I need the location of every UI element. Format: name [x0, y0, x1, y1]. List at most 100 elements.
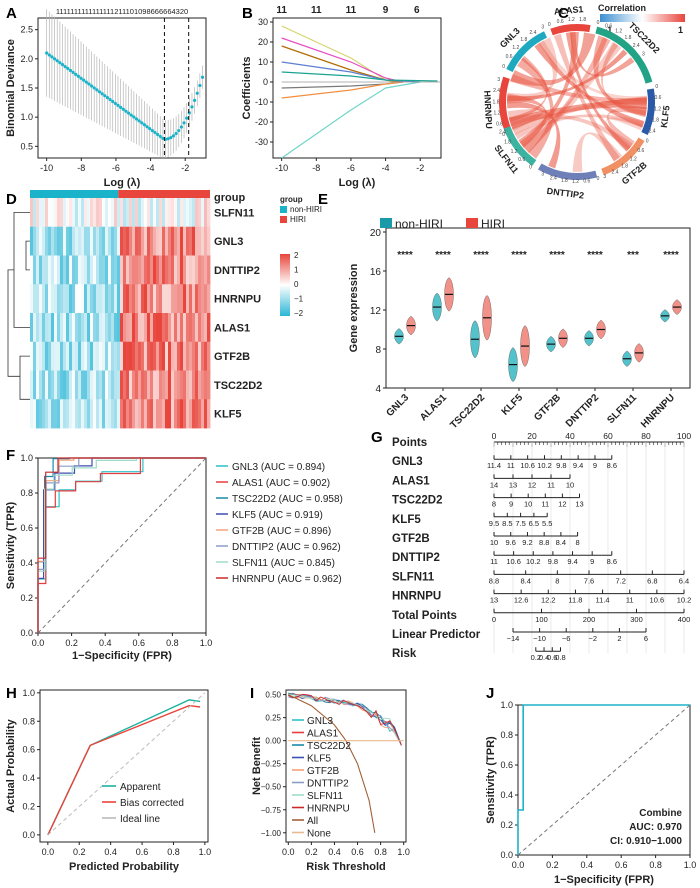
panel-d-heat-cell	[57, 198, 61, 228]
panel-h-xtick-label: 1.0	[199, 847, 212, 857]
panel-a-point	[132, 115, 136, 119]
panel-d-heat-cell	[156, 370, 160, 400]
panel-d-heat-cell	[99, 255, 103, 285]
panel-g-axis-label: 8.4	[556, 538, 566, 547]
panel-b-ytick-label: -30	[255, 137, 268, 147]
panel-d-heat-cell	[189, 198, 193, 228]
panel-i-legend-item: TSC22D2	[307, 741, 351, 752]
panel-d-heat-cell	[96, 255, 100, 285]
panel-d-heat-cell	[96, 226, 100, 256]
panel-d-heat-cell	[132, 284, 136, 314]
panel-b-series-line	[281, 61, 421, 83]
panel-d-row-label: GTF2B	[214, 351, 250, 363]
panel-d-heat-cell	[141, 341, 145, 371]
panel-d-heat-cell	[201, 399, 205, 429]
panel-i-frame	[285, 689, 407, 843]
panel-a-point	[195, 91, 199, 95]
panel-d-heat-cell	[105, 313, 109, 343]
panel-d-heat-cell	[147, 313, 151, 343]
panel-f-ytick-label: 0.0	[20, 628, 33, 638]
panel-d-heat-cell	[42, 313, 46, 343]
panel-g-axis-label: 12	[528, 480, 536, 489]
panel-h-line-2	[47, 692, 206, 836]
panel-d-heat-cell	[72, 284, 76, 314]
panel-d-heat-cell	[141, 226, 145, 256]
panel-a-point	[97, 90, 102, 94]
panel-g-axis-label: 9.2	[522, 538, 532, 547]
panel-g-axis-label: 11	[507, 461, 515, 470]
panel-d-heat-cell	[90, 313, 94, 343]
panel-d-heat-cell	[150, 198, 154, 228]
panel-e-xtick-label: HNRNPU	[639, 392, 677, 430]
panel-d-heat-cell	[126, 341, 130, 371]
panel-d-heat-cell	[180, 255, 184, 285]
panel-c-tick-label: 0.6	[557, 19, 564, 25]
panel-d-heat-cell	[42, 284, 46, 314]
panel-g-row-label: SLFN11	[392, 571, 435, 583]
panel-d-heat-cell	[189, 226, 193, 256]
panel-b-ylabel: Coefficients	[241, 57, 253, 120]
panel-g-axis-label: 9.5	[489, 519, 499, 528]
panel-d-heat-cell	[159, 226, 163, 256]
panel-d-heat-cell	[204, 341, 208, 371]
panel-a-point	[126, 111, 131, 115]
panel-d-heat-cell	[42, 399, 46, 429]
panel-e-significance: ****	[435, 250, 451, 261]
panel-i-legend-item: SLFN11	[307, 791, 343, 802]
panel-d-heat-cell	[204, 284, 208, 314]
panel-e-xtick-label: ALAS1	[418, 392, 449, 423]
panel-h-xlabel: Predicted Probability	[69, 861, 180, 873]
panel-a-point	[79, 76, 83, 80]
panel-j-ytick-label: 0.8	[500, 730, 513, 740]
panel-d-heat-cell	[81, 198, 85, 228]
panel-d-heat-cell	[207, 226, 211, 256]
panel-b-ytick-label: -10	[255, 97, 268, 107]
panel-label-F: F	[6, 447, 15, 464]
panel-d-heat-cell	[114, 341, 118, 371]
panel-d-heat-cell	[150, 284, 154, 314]
panel-d-heat-cell	[30, 255, 34, 285]
panel-d-heat-cell	[105, 198, 109, 228]
panel-a-point	[182, 121, 186, 125]
panel-d-heat-cell	[69, 370, 73, 400]
panel-f-xtick-label: 0.2	[65, 638, 78, 648]
panel-d-heat-cell	[171, 341, 175, 371]
panel-d-heat-cell	[87, 341, 91, 371]
panel-d-heat-cell	[87, 255, 91, 285]
panel-d-heat-cell	[126, 255, 130, 285]
panel-d-heat-cell	[147, 255, 151, 285]
panel-d-heat-cell	[96, 341, 100, 371]
panel-j-xtick-label: 0.8	[649, 860, 662, 870]
panel-a-point	[140, 121, 144, 125]
panel-c-tick-label: 2.4	[493, 88, 500, 94]
panel-d-heat-cell	[138, 399, 142, 429]
panel-d-heat-cell	[147, 284, 151, 314]
panel-d-heat-cell	[45, 284, 49, 314]
panel-e-significance: ****	[473, 250, 489, 261]
panel-d-heat-cell	[156, 341, 160, 371]
panel-f-ytick-label: 1.0	[20, 453, 33, 463]
panel-g-axis-label: 8	[492, 500, 496, 509]
panel-c-chord	[507, 93, 547, 148]
panel-d-heat-cell	[123, 370, 127, 400]
panel-d-heat-cell	[57, 341, 61, 371]
panel-g-row-label: DNTTIP2	[392, 552, 440, 564]
panel-d-heat-cell	[120, 198, 124, 228]
panel-d-heat-cell	[135, 255, 139, 285]
panel-c-tick-label: 0	[502, 132, 505, 138]
panel-d-heat-cell	[114, 399, 118, 429]
panel-h-ylabel: Actual Probability	[5, 718, 17, 812]
panel-d-heat-cell	[129, 341, 133, 371]
panel-d-heat-cell	[201, 370, 205, 400]
panel-g-axis-label: 13	[490, 596, 498, 605]
panel-d-heat-cell	[180, 370, 184, 400]
panel-g-axis-label: 10	[490, 538, 498, 547]
panel-d-heat-cell	[129, 313, 133, 343]
panel-c-tick-label: 2.4	[499, 130, 506, 136]
panel-d-heat-cell	[150, 370, 154, 400]
panel-d-heat-cell	[87, 226, 91, 256]
panel-g-axis-label: 9.8	[556, 461, 566, 470]
panel-g-axis-label: 8.5	[502, 519, 512, 528]
panel-h-ytick-label: 0.6	[22, 745, 35, 755]
panel-d-heat-cell	[54, 399, 58, 429]
